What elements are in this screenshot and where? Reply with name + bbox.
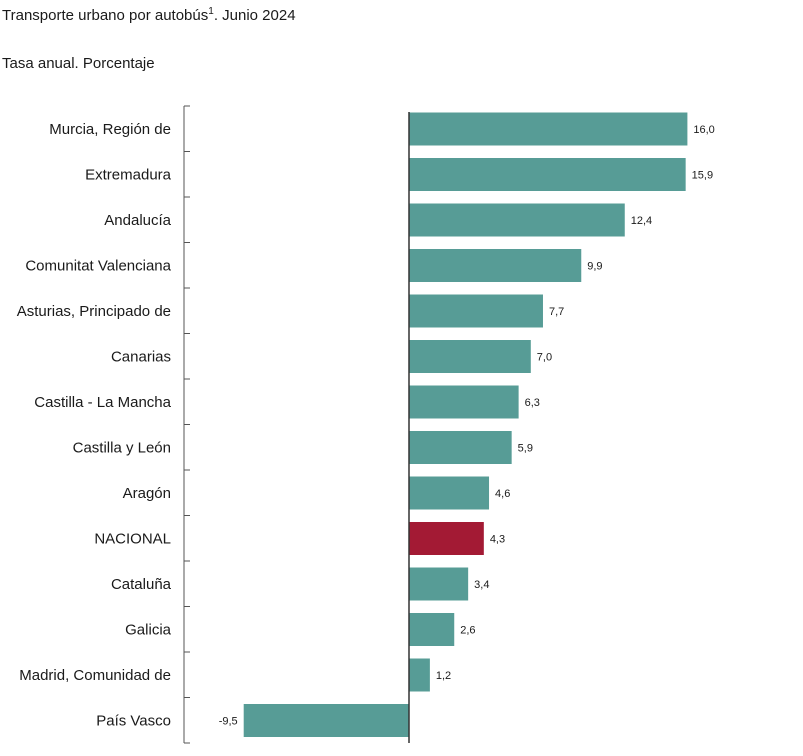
category-label: NACIONAL <box>94 530 171 547</box>
bar-galicia <box>409 613 455 646</box>
chart-title: Transporte urbano por autobús1. Junio 20… <box>2 6 296 24</box>
data-label: 4,6 <box>495 488 510 500</box>
category-label: Extremadura <box>85 166 172 183</box>
chart-title-suffix: . Junio 2024 <box>213 7 296 24</box>
data-label: -9,5 <box>219 715 238 727</box>
category-label: País Vasco <box>96 712 171 729</box>
bar-pais-vasco <box>243 704 409 737</box>
category-label: Cataluña <box>111 576 172 593</box>
bar-murcia-region-de <box>409 112 688 146</box>
bar-asturias-principado-de <box>409 294 543 328</box>
category-label: Castilla y León <box>73 439 171 456</box>
category-label: Castilla - La Mancha <box>34 394 171 411</box>
bar-comunitat-valenciana <box>409 249 582 282</box>
data-label: 1,2 <box>436 670 451 682</box>
chart-subtitle: Tasa anual. Porcentaje <box>2 55 155 72</box>
bar-cataluna <box>409 567 469 601</box>
data-label: 3,4 <box>474 579 489 591</box>
data-label: 15,9 <box>692 169 713 181</box>
category-label: Asturias, Principado de <box>17 303 171 320</box>
category-label: Aragón <box>123 485 171 502</box>
data-label: 6,3 <box>525 397 540 409</box>
data-label: 4,3 <box>490 533 505 545</box>
bar-aragon <box>409 476 490 510</box>
bar-extremadura <box>409 158 686 191</box>
data-label: 16,0 <box>693 124 714 136</box>
bar-castilla-y-leon <box>409 431 512 464</box>
category-label: Galicia <box>125 621 172 638</box>
category-label: Comunitat Valenciana <box>25 257 171 274</box>
category-label: Murcia, Región de <box>49 121 171 138</box>
chart-title-text: Transporte urbano por autobús <box>2 7 209 24</box>
data-label: 7,7 <box>549 306 564 318</box>
data-label: 12,4 <box>631 215 652 227</box>
category-label: Andalucía <box>104 212 171 229</box>
bar-castilla-la-mancha <box>409 385 519 419</box>
data-label: 7,0 <box>537 351 552 363</box>
chart-title-footnote-mark: 1 <box>208 6 214 17</box>
bar-andalucia <box>409 203 625 237</box>
category-label: Madrid, Comunidad de <box>19 667 171 684</box>
data-label: 5,9 <box>518 442 533 454</box>
data-label: 9,9 <box>587 260 602 272</box>
bar-nacional <box>409 522 484 555</box>
bar-canarias <box>409 340 531 373</box>
bar-madrid-comunidad-de <box>409 658 430 692</box>
data-label: 2,6 <box>460 624 475 636</box>
category-label: Canarias <box>111 348 171 365</box>
